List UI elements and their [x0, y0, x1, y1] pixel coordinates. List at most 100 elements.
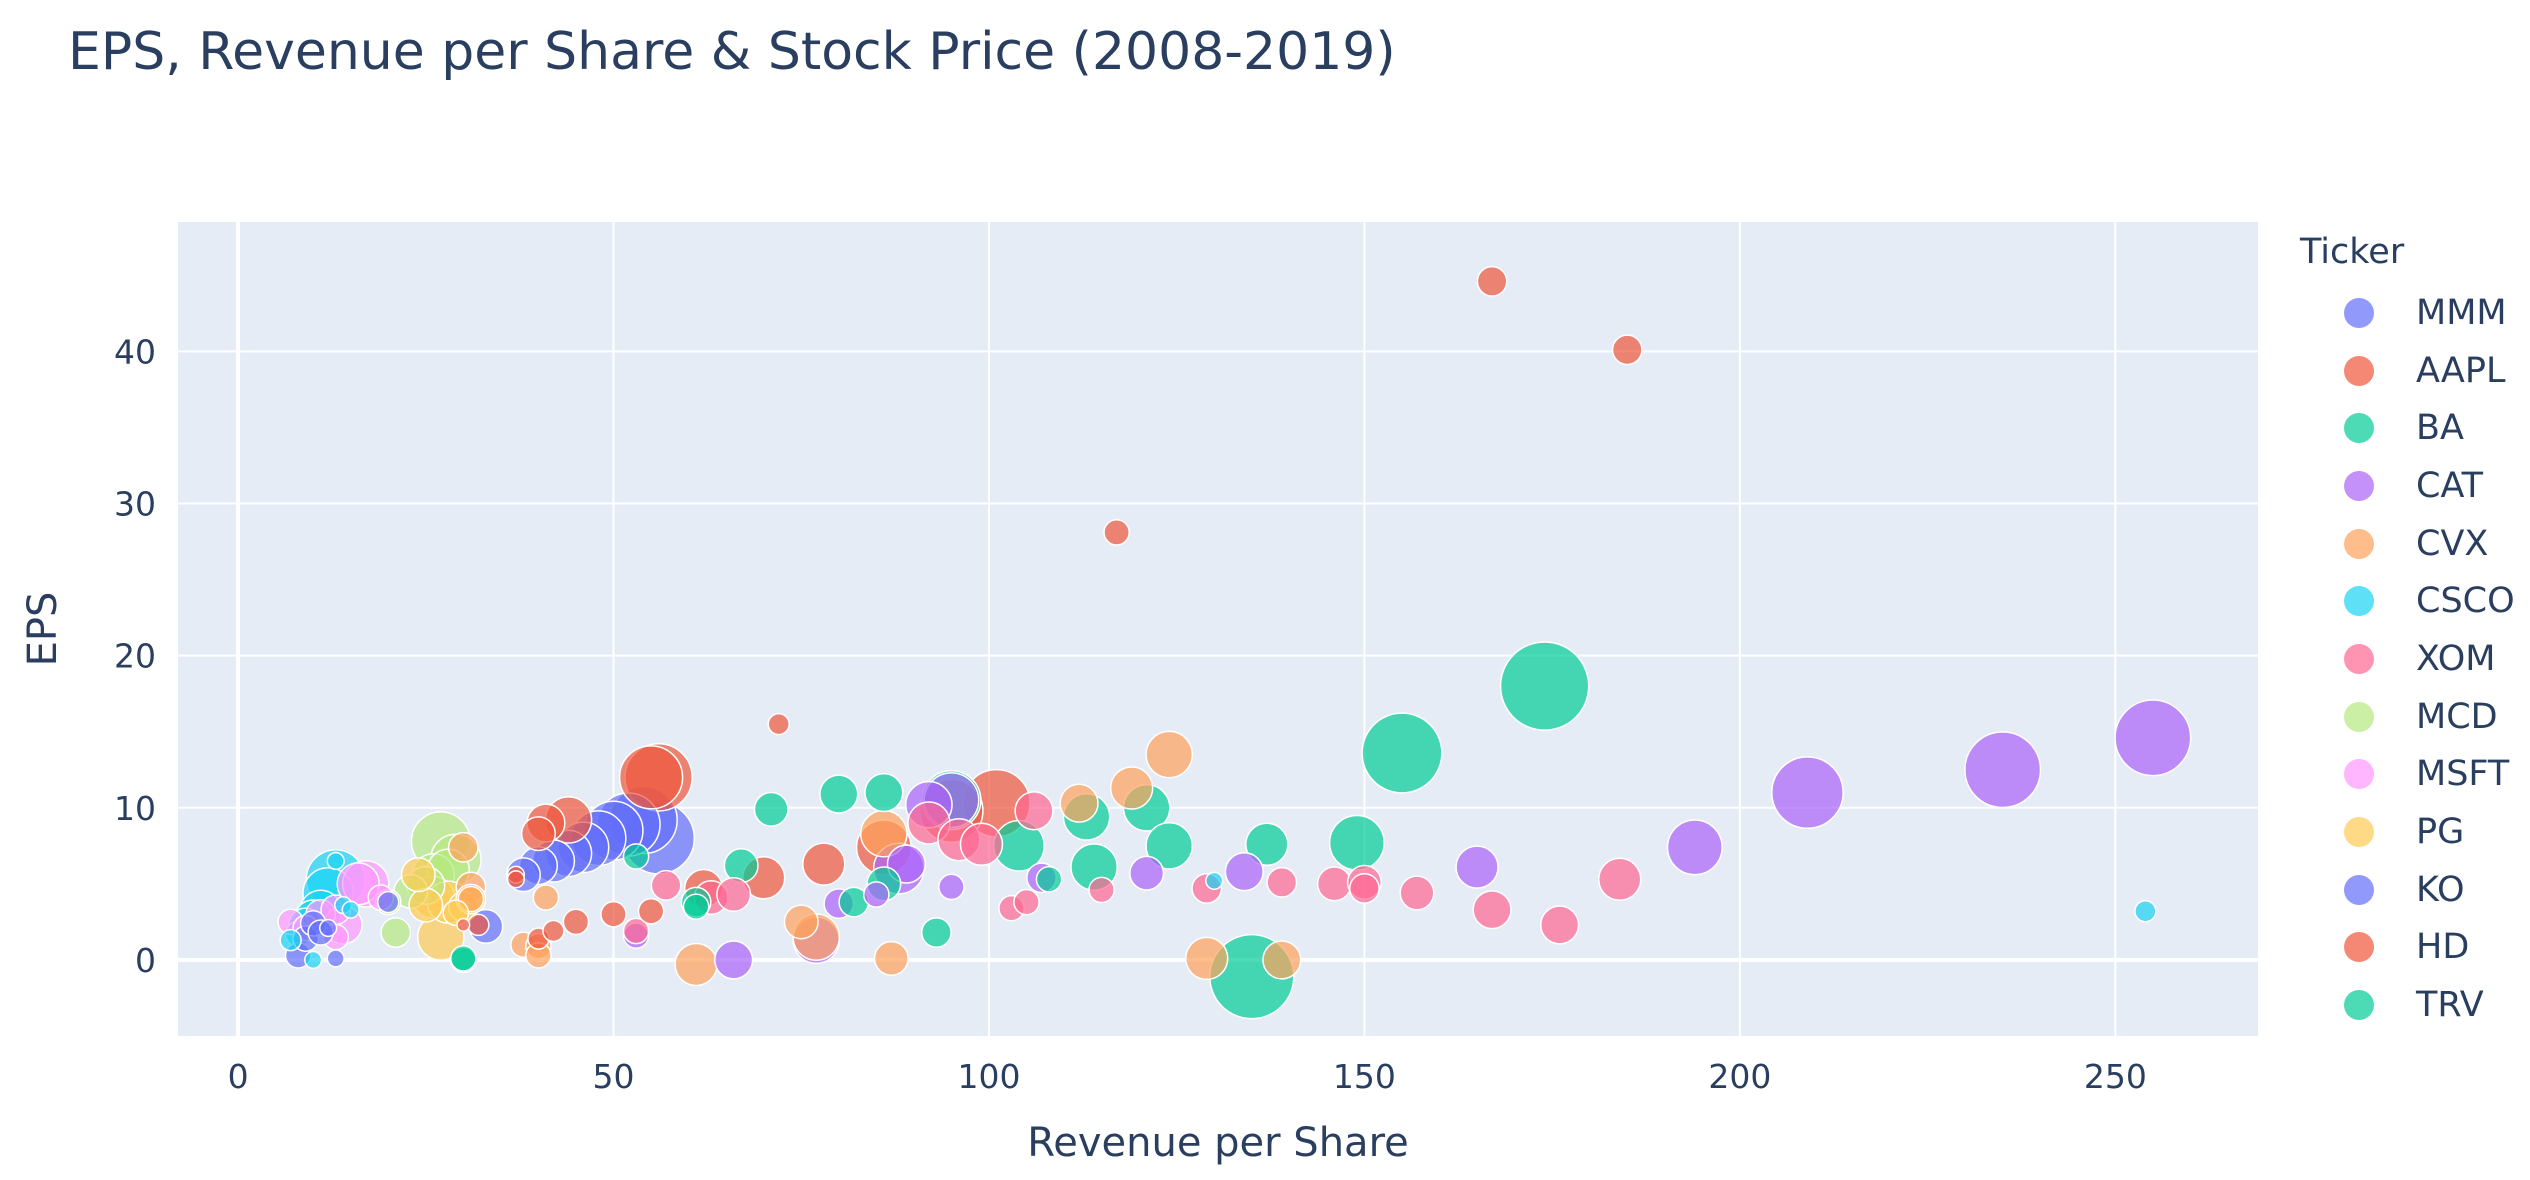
bubble-hd[interactable]: [562, 908, 590, 936]
bubble-aapl[interactable]: [520, 816, 556, 852]
legend-item-aapl[interactable]: AAPL: [2300, 342, 2515, 400]
bubble-xom[interactable]: [622, 917, 650, 945]
bubble-cat[interactable]: [714, 940, 754, 980]
legend-label: MMM: [2416, 292, 2507, 333]
bubble-xom[interactable]: [650, 869, 682, 901]
bubble-cat[interactable]: [862, 881, 890, 908]
bubble-csco[interactable]: [304, 950, 323, 970]
bubble-aapl[interactable]: [1611, 334, 1643, 366]
bubble-trv[interactable]: [1035, 865, 1063, 893]
bubble-csco[interactable]: [326, 851, 345, 871]
legend-item-pg[interactable]: PG: [2300, 803, 2515, 861]
legend-item-xom[interactable]: XOM: [2300, 630, 2515, 688]
bubble-ko[interactable]: [326, 949, 345, 968]
bubble-xom[interactable]: [1266, 866, 1298, 898]
bubble-aapl[interactable]: [767, 712, 790, 736]
bubble-cat[interactable]: [1224, 852, 1264, 892]
bubble-ko[interactable]: [319, 918, 338, 938]
bubble-cat[interactable]: [1455, 845, 1499, 889]
bubble-csco[interactable]: [1205, 871, 1224, 890]
bubble-cat[interactable]: [1771, 756, 1844, 830]
legend-item-cat[interactable]: CAT: [2300, 457, 2515, 515]
bubble-aapl[interactable]: [1476, 265, 1508, 297]
bubble-cvx[interactable]: [1184, 936, 1229, 981]
bubble-xom[interactable]: [1348, 872, 1380, 904]
bubble-trv[interactable]: [920, 917, 952, 948]
legend-label: HD: [2416, 927, 2470, 968]
bubble-xom[interactable]: [1013, 888, 1040, 916]
legend-swatch: [2344, 297, 2374, 328]
bubble-hd[interactable]: [542, 919, 565, 943]
y-tick-label: 40: [114, 332, 156, 371]
bubble-xom[interactable]: [716, 876, 752, 913]
bubble-cvx[interactable]: [1109, 766, 1154, 810]
bubble-xom[interactable]: [1472, 890, 1512, 930]
legend-item-mcd[interactable]: MCD: [2300, 688, 2515, 746]
bubble-ba[interactable]: [753, 791, 789, 827]
bubble-aapl[interactable]: [600, 900, 627, 928]
bubble-ko[interactable]: [377, 890, 400, 914]
data-points[interactable]: [277, 265, 2192, 1020]
bubble-ba[interactable]: [723, 848, 759, 884]
bubble-cat[interactable]: [938, 873, 965, 901]
bubble-pg[interactable]: [408, 887, 444, 923]
tick-labels: 0 50 100 150 200 250 0 10 20 30 40: [114, 332, 2147, 1096]
bubble-ba[interactable]: [1499, 641, 1590, 731]
y-tick-label: 30: [114, 484, 156, 523]
bubble-cvx[interactable]: [783, 904, 819, 940]
bubble-xom[interactable]: [1088, 876, 1115, 904]
bubble-ba[interactable]: [864, 772, 904, 813]
bubble-cvx[interactable]: [447, 831, 479, 863]
bubble-ba[interactable]: [1328, 814, 1385, 871]
bubble-aapl[interactable]: [1103, 519, 1130, 546]
bubble-hd[interactable]: [506, 870, 526, 889]
bubble-cvx[interactable]: [1262, 940, 1302, 980]
legend-swatch: [2344, 470, 2374, 501]
bubble-ba[interactable]: [1361, 712, 1443, 794]
bubble-xom[interactable]: [1316, 866, 1352, 902]
bubble-xom[interactable]: [1597, 857, 1642, 902]
bubble-ba[interactable]: [682, 893, 710, 921]
bubble-cat[interactable]: [1666, 819, 1723, 876]
bubble-cvx[interactable]: [674, 942, 718, 987]
legend-label: KO: [2416, 869, 2465, 910]
bubble-csco[interactable]: [341, 900, 360, 919]
bubble-aapl[interactable]: [802, 842, 846, 886]
legend-swatch: [2344, 990, 2374, 1021]
legend-item-cvx[interactable]: CVX: [2300, 515, 2515, 573]
legend-item-hd[interactable]: HD: [2300, 919, 2515, 977]
legend-item-ba[interactable]: BA: [2300, 399, 2515, 457]
legend-label: PG: [2416, 812, 2465, 853]
bubble-xom[interactable]: [959, 822, 1004, 867]
bubble-csco[interactable]: [2134, 899, 2157, 923]
bubble-cat[interactable]: [1129, 855, 1165, 891]
bubble-xom[interactable]: [1399, 875, 1435, 911]
bubble-pg[interactable]: [400, 857, 436, 893]
bubble-csco[interactable]: [279, 928, 302, 952]
bubble-ba[interactable]: [622, 843, 650, 870]
bubble-aapl[interactable]: [456, 917, 471, 932]
bubble-cat[interactable]: [1964, 731, 2042, 809]
bubble-mcd[interactable]: [380, 917, 412, 948]
bubble-cat[interactable]: [2114, 699, 2192, 777]
bubble-ba[interactable]: [819, 774, 859, 814]
bubble-ba[interactable]: [1245, 822, 1289, 867]
bubble-xom[interactable]: [1540, 905, 1580, 945]
bubble-aapl[interactable]: [618, 745, 684, 810]
legend-item-msft[interactable]: MSFT: [2300, 746, 2515, 804]
bubble-xom[interactable]: [1014, 791, 1054, 831]
bubble-trv[interactable]: [449, 945, 477, 972]
bubble-cvx[interactable]: [532, 884, 560, 911]
bubble-cvx[interactable]: [1145, 730, 1194, 779]
legend-item-trv[interactable]: TRV: [2300, 976, 2515, 1034]
legend-item-csco[interactable]: CSCO: [2300, 572, 2515, 630]
legend-item-ko[interactable]: KO: [2300, 861, 2515, 919]
legend-item-mmm[interactable]: MMM: [2300, 284, 2515, 342]
bubble-ba[interactable]: [1145, 821, 1194, 870]
bubble-hd[interactable]: [467, 913, 490, 937]
bubble-hd[interactable]: [637, 897, 665, 925]
bubble-cvx[interactable]: [873, 940, 909, 976]
bubble-cvx[interactable]: [1059, 783, 1099, 823]
legend-items: MMM AAPL BA CAT CVX CSCO XOM MCD MSFT PG KO HD TRV: [2300, 284, 2515, 1034]
